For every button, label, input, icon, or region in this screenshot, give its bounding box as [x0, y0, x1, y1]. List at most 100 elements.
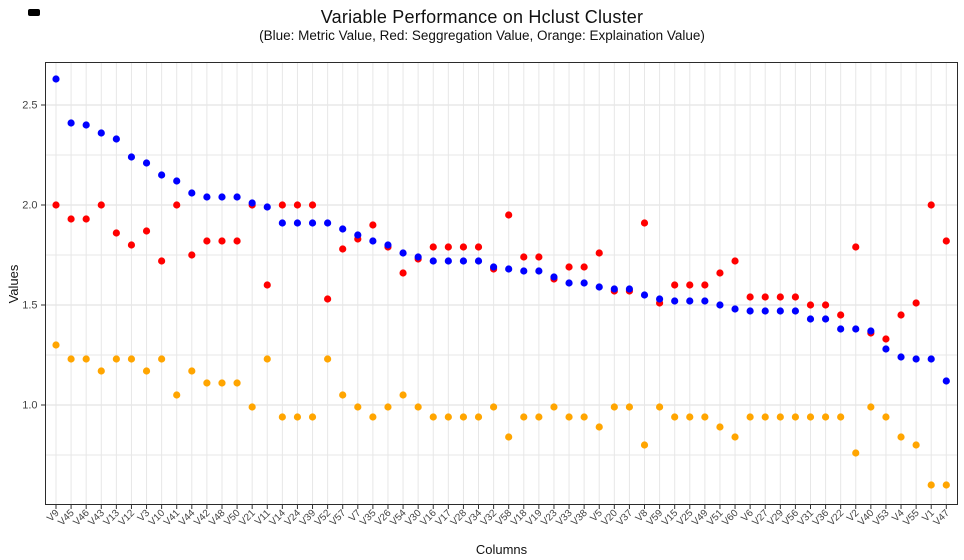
data-point-metric-value [82, 121, 90, 129]
data-point-metric-value [927, 355, 935, 363]
data-point-metric-value [640, 291, 649, 299]
data-point-metric-value [821, 315, 830, 323]
data-point-metric-value [278, 219, 286, 227]
data-point-explaination-value [505, 433, 513, 441]
data-point-explaination-value [474, 413, 483, 421]
data-point-explaination-value [173, 391, 181, 399]
data-point-explaination-value [701, 413, 709, 421]
data-point-explaination-value [565, 413, 573, 421]
data-point-metric-value [671, 297, 679, 305]
screenshot-artifact [28, 9, 40, 16]
data-point-metric-value [520, 267, 528, 275]
data-point-metric-value [339, 225, 347, 233]
data-point-explaination-value [731, 433, 739, 441]
data-point-metric-value [112, 135, 120, 143]
data-point-seggregation-value [791, 293, 800, 301]
y-tick-label: 1.5 [22, 300, 37, 312]
data-point-explaination-value [293, 413, 302, 421]
data-point-seggregation-value [429, 243, 437, 251]
data-point-seggregation-value [686, 281, 694, 289]
data-point-explaination-value [324, 355, 332, 363]
data-point-explaination-value [912, 441, 920, 449]
data-point-metric-value [293, 219, 302, 227]
data-point-seggregation-value [505, 211, 513, 219]
x-tick-label: V22 [826, 508, 847, 529]
data-point-explaination-value [610, 403, 618, 411]
data-point-explaination-value [716, 423, 724, 431]
data-point-explaination-value [746, 413, 754, 421]
data-point-seggregation-value [339, 245, 347, 253]
panel-border [45, 62, 958, 505]
data-point-metric-value [776, 307, 784, 315]
data-point-explaination-value [308, 413, 317, 421]
data-point-explaination-value [339, 391, 347, 399]
data-point-explaination-value [384, 403, 392, 411]
data-point-explaination-value [927, 481, 935, 489]
data-point-metric-value [203, 193, 211, 201]
data-point-explaination-value [897, 433, 905, 441]
data-point-explaination-value [942, 481, 950, 489]
data-point-explaination-value [867, 403, 875, 411]
data-point-metric-value [701, 297, 709, 305]
data-point-seggregation-value [746, 293, 754, 301]
data-point-explaination-value [640, 441, 649, 449]
data-point-explaination-value [354, 403, 362, 411]
data-point-seggregation-value [82, 215, 90, 223]
data-point-explaination-value [821, 413, 830, 421]
data-point-explaination-value [852, 449, 860, 457]
data-point-metric-value [444, 257, 452, 265]
data-point-metric-value [595, 283, 603, 291]
data-point-metric-value [625, 285, 634, 293]
data-point-explaination-value [233, 379, 241, 387]
data-point-seggregation-value [942, 237, 950, 245]
data-point-metric-value [746, 307, 754, 315]
data-point-metric-value [474, 257, 483, 265]
data-point-seggregation-value [671, 281, 679, 289]
data-point-metric-value [897, 353, 905, 361]
data-point-seggregation-value [112, 229, 120, 237]
data-point-seggregation-value [701, 281, 709, 289]
x-tick-label: V55 [901, 508, 922, 529]
data-point-seggregation-value [837, 311, 845, 319]
data-point-metric-value [414, 253, 422, 261]
data-point-metric-value [490, 263, 498, 271]
data-point-explaination-value [399, 391, 407, 399]
data-point-seggregation-value [233, 237, 241, 245]
data-point-metric-value [429, 257, 437, 265]
data-point-explaination-value [188, 367, 196, 375]
data-point-metric-value [761, 307, 769, 315]
data-point-explaination-value [369, 413, 377, 421]
data-point-metric-value [716, 301, 724, 309]
data-point-explaination-value [414, 403, 422, 411]
y-tick-label: 2.5 [22, 100, 37, 112]
y-tick-label: 2.0 [22, 200, 37, 212]
data-point-metric-value [97, 129, 105, 137]
y-tick-label: 1.0 [22, 400, 37, 412]
data-point-explaination-value [550, 403, 558, 411]
data-point-seggregation-value [520, 253, 528, 261]
data-point-explaination-value [686, 413, 694, 421]
data-point-metric-value [459, 257, 468, 265]
x-tick-label: V53 [871, 508, 892, 529]
data-point-metric-value [233, 193, 241, 201]
data-point-seggregation-value [67, 215, 75, 223]
x-tick-label: V38 [569, 508, 590, 529]
data-point-explaination-value [142, 367, 151, 375]
data-point-metric-value [188, 189, 196, 197]
data-point-explaination-value [203, 379, 211, 387]
data-point-seggregation-value [761, 293, 769, 301]
data-point-metric-value [142, 159, 151, 167]
data-point-metric-value [308, 219, 317, 227]
data-point-metric-value [127, 153, 136, 161]
data-point-seggregation-value [188, 251, 196, 259]
data-point-metric-value [852, 325, 860, 333]
data-point-metric-value [882, 345, 890, 353]
data-point-explaination-value [882, 413, 890, 421]
data-point-seggregation-value [776, 293, 784, 301]
data-point-seggregation-value [142, 227, 151, 235]
data-point-metric-value [263, 203, 271, 211]
data-point-seggregation-value [218, 237, 226, 245]
data-point-explaination-value [806, 413, 815, 421]
